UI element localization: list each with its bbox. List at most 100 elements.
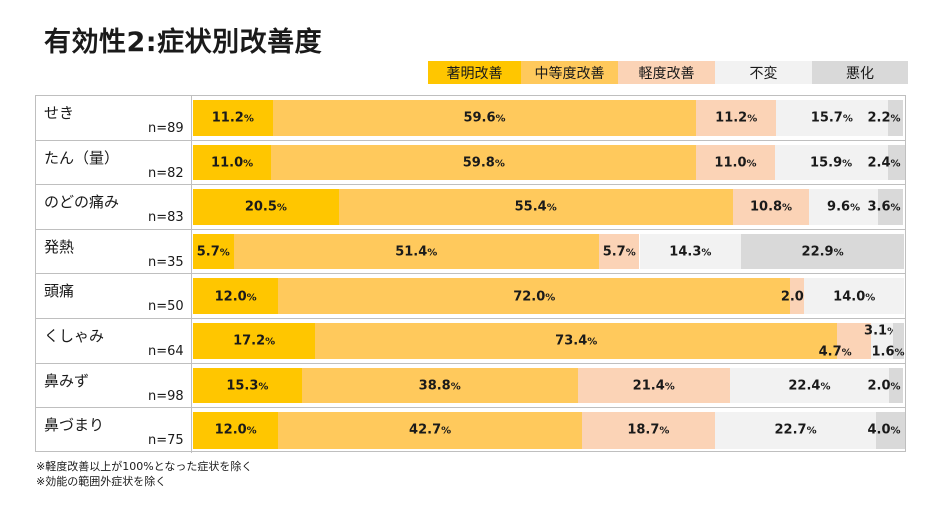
bar-segment-3 xyxy=(696,144,775,181)
bar-segment-2 xyxy=(278,278,791,314)
data-label: 59.8% xyxy=(462,155,505,171)
data-label: 72.0% xyxy=(513,289,556,305)
bar-segment-4 xyxy=(714,412,877,449)
bar-segment-3 xyxy=(732,189,810,225)
data-label: 10.8% xyxy=(749,199,793,215)
category-label: 発熱 xyxy=(44,237,75,256)
bar-segment-2 xyxy=(301,367,578,404)
data-label: 2.2% xyxy=(867,110,901,126)
data-label: 11.0% xyxy=(211,155,254,171)
legend-item: 不変 xyxy=(715,61,812,84)
sample-size: n=50 xyxy=(148,299,184,315)
data-label: 18.7% xyxy=(627,422,670,438)
data-label: 12.0% xyxy=(214,422,257,438)
bar-segment-1 xyxy=(193,412,279,449)
bar-segment-1 xyxy=(193,233,234,270)
column-divider xyxy=(191,274,192,318)
chart-table: せき n=89 11.2% 59.6% 11.2% 15.7% 2.2% たん（量） n=… xyxy=(35,95,906,453)
category-label: 鼻みず xyxy=(44,371,90,390)
footnotes: ※軽度改善以上が100%となった症状を除く ※効能の範囲外症状を除く xyxy=(36,459,252,489)
bar-segment-2 xyxy=(338,189,733,225)
bar-segment-1 xyxy=(193,367,302,404)
sample-size: n=75 xyxy=(148,433,184,449)
sample-size: n=35 xyxy=(148,254,184,270)
data-label: 14.3% xyxy=(669,244,712,260)
bar-segment-3 xyxy=(790,278,805,314)
sample-size: n=89 xyxy=(148,121,184,136)
data-label: 55.4% xyxy=(514,199,557,215)
data-label: 11.2% xyxy=(715,110,758,126)
data-label: 15.7% xyxy=(810,110,853,126)
bar-segment-2 xyxy=(233,233,599,270)
data-label: 4.0% xyxy=(867,422,901,438)
column-divider xyxy=(191,408,192,453)
category-row: 鼻づまり n=75 12.0% 42.7% 18.7% 22.7% 4.0% xyxy=(36,408,905,453)
data-label: 21.4% xyxy=(632,378,675,394)
bar-segment-5 xyxy=(889,367,904,404)
bar-segment-4 xyxy=(804,278,904,314)
data-label: 20.5% xyxy=(244,199,287,215)
data-label: 22.4% xyxy=(788,378,831,394)
bar-segment-5 xyxy=(887,100,904,136)
bar-segment-1 xyxy=(193,278,279,314)
column-divider xyxy=(191,363,192,408)
data-label: 38.8% xyxy=(418,378,461,394)
data-label: 15.9% xyxy=(810,155,853,171)
legend-item: 悪化 xyxy=(812,61,908,84)
data-label: 1.6% xyxy=(871,344,905,360)
bar-segment-4 xyxy=(870,323,893,359)
data-label: 9.6% xyxy=(827,199,861,215)
category-row: 鼻みず n=98 15.3% 38.8% 21.4% 22.4% 2.0% xyxy=(36,363,905,409)
column-divider xyxy=(191,319,192,363)
category-label: たん（量） xyxy=(44,148,120,167)
category-label: 頭痛 xyxy=(44,282,75,301)
category-label: せき xyxy=(44,104,75,122)
data-label: 14.0% xyxy=(833,289,876,305)
bar-segment-2 xyxy=(271,144,697,181)
bar-segment-1 xyxy=(193,100,273,136)
data-label: 3.1% xyxy=(864,323,897,339)
data-label: 3.6% xyxy=(867,199,901,215)
bar-segment-3 xyxy=(696,100,776,136)
data-label: 5.7% xyxy=(196,244,230,260)
data-label: 42.7% xyxy=(409,422,452,438)
category-row: のどの痛み n=83 20.5% 55.4% 10.8% 9.6% 3.6% xyxy=(36,185,905,230)
bar-segment-4 xyxy=(729,367,890,404)
data-label: 12.0% xyxy=(214,289,257,305)
bar-segment-5 xyxy=(887,144,905,181)
bar-segment-1 xyxy=(193,144,272,181)
legend-item: 軽度改善 xyxy=(618,61,715,84)
bar-segment-5 xyxy=(876,412,905,449)
column-divider xyxy=(191,185,192,229)
legend: 著明改善 中等度改善 軽度改善 不変 悪化 xyxy=(428,61,908,84)
data-label: 51.4% xyxy=(395,244,438,260)
data-label: 59.6% xyxy=(463,110,506,126)
bar-segment-4 xyxy=(774,144,888,181)
category-row: 発熱 n=35 5.7% 51.4% 5.7% 14.3% 22.9% xyxy=(36,229,905,275)
data-label: 11.2% xyxy=(211,110,254,126)
bar-segment-2 xyxy=(278,412,582,449)
column-divider xyxy=(191,96,192,140)
data-label: 5.7% xyxy=(602,244,636,260)
bar-segment-2 xyxy=(272,100,697,136)
category-row: くしゃみ n=64 17.2% 73.4% 4.7% 3.1% 1.6% xyxy=(36,319,905,364)
page-title: 有効性2:症状別改善度 xyxy=(44,27,323,58)
category-row: 頭痛 n=50 12.0%72.0%2.0%14.0% xyxy=(36,274,905,319)
bar-segment-3 xyxy=(598,233,640,270)
category-row: たん（量） n=82 11.0% 59.8% 11.0% 15.9% 2.4% xyxy=(36,140,905,186)
sample-size: n=83 xyxy=(148,210,184,226)
data-label: 22.9% xyxy=(801,244,844,260)
legend-item: 著明改善 xyxy=(428,61,521,84)
bar-segment-3 xyxy=(581,412,715,449)
data-label: 15.3% xyxy=(226,378,269,394)
category-label: のどの痛み xyxy=(44,193,120,212)
data-label: 2.0% xyxy=(867,378,901,394)
data-label: 17.2% xyxy=(233,333,276,349)
bar-segment-4 xyxy=(639,233,742,270)
bar-segment-3 xyxy=(577,367,730,404)
data-label: 4.7% xyxy=(818,344,852,360)
data-label: 2.4% xyxy=(867,155,901,171)
bar-segment-5 xyxy=(892,323,904,359)
footnote: ※効能の範囲外症状を除く xyxy=(36,475,167,488)
